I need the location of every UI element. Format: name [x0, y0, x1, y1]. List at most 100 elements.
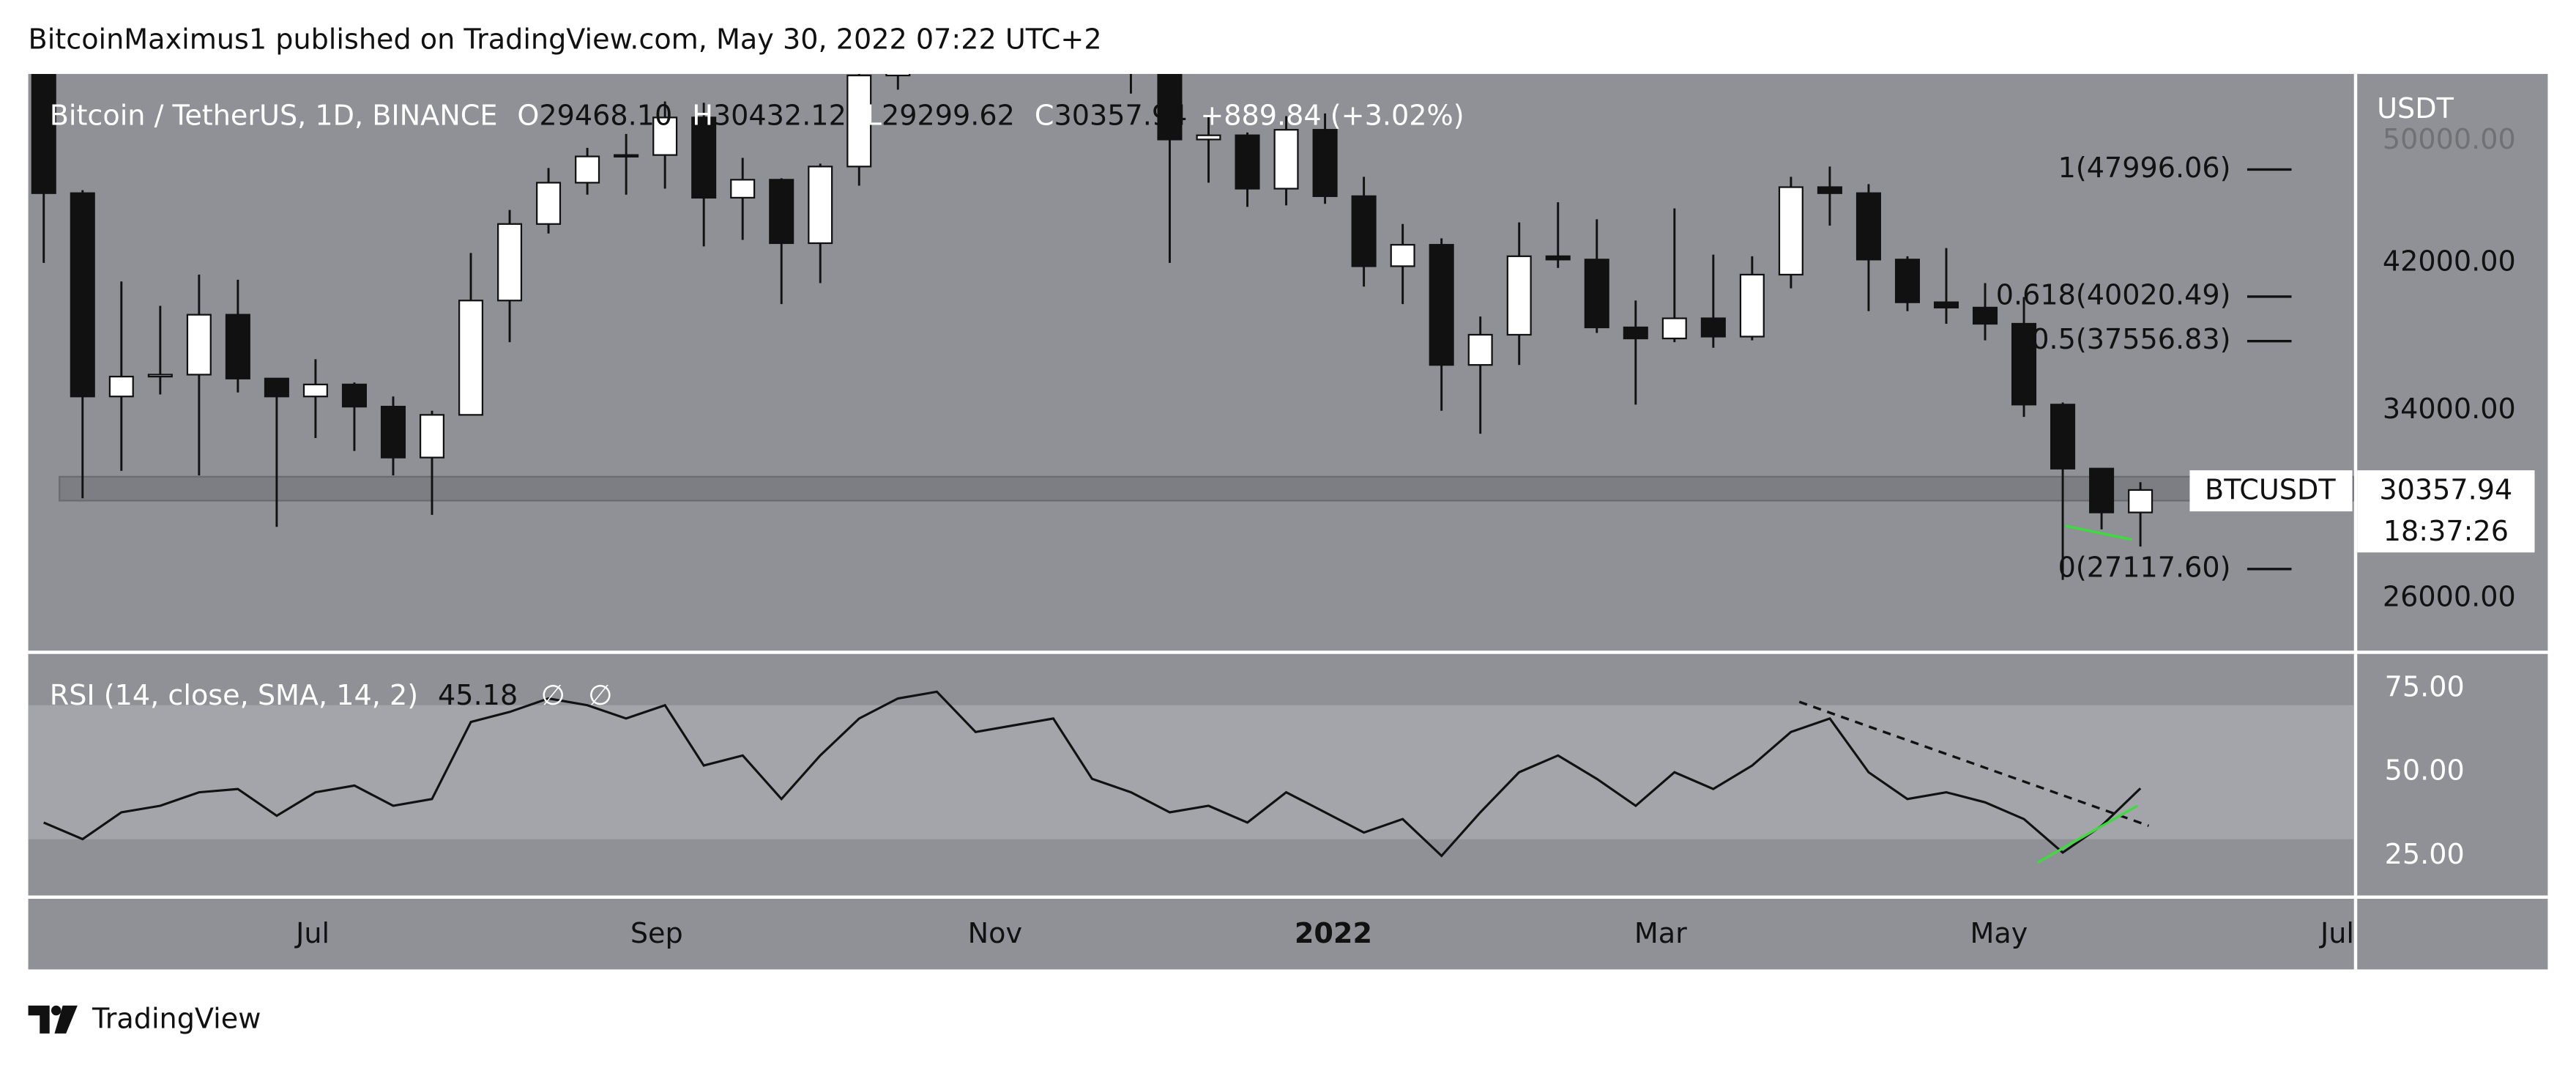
- candle-body: [1312, 129, 1338, 197]
- candle-body: [497, 223, 523, 302]
- candle-body: [575, 155, 600, 184]
- logo-mark: [54, 1005, 78, 1034]
- candle-body: [1273, 129, 1299, 190]
- indicator-extra: ∅: [588, 679, 612, 711]
- overlay: 1(47996.06) 0.618(40020.49) 0.5(37556.83) 0…: [50, 99, 2535, 949]
- rsi-band: [28, 705, 2354, 839]
- trendline: [2065, 524, 2133, 541]
- legend-value: 29299.62: [882, 99, 1015, 131]
- candle-body: [1778, 186, 1803, 276]
- legend-symbol: Bitcoin / TetherUS, 1D, BINANCE: [50, 99, 498, 131]
- rsi-line: [43, 690, 2142, 858]
- fib-label: 1(47996.06): [2058, 152, 2231, 184]
- y-tick-label: 42000.00: [2383, 245, 2516, 277]
- price-box: [2357, 470, 2535, 553]
- logo: [28, 1005, 78, 1034]
- candle-body: [1739, 273, 1765, 338]
- candle-body: [341, 383, 367, 408]
- candle-body: [1661, 317, 1687, 340]
- x-tick-label: Mar: [1634, 917, 1687, 949]
- candle-body: [264, 377, 289, 398]
- candle-body: [70, 192, 95, 398]
- candle-body: [1351, 195, 1377, 267]
- candle-body: [1894, 259, 1920, 303]
- legend-value: 30432.12: [713, 99, 846, 131]
- logo-mark: [28, 1005, 50, 1034]
- candle-body: [225, 314, 250, 379]
- candle-body: [536, 182, 562, 225]
- fib-label: 0.618(40020.49): [1996, 278, 2231, 311]
- candle-body: [419, 414, 445, 459]
- header: BitcoinMaximus1 published on TradingView…: [29, 23, 1102, 56]
- candle-body: [1700, 317, 1726, 338]
- fib-label: 0.5(37556.83): [2031, 323, 2230, 355]
- price-label: 30357.94: [2379, 474, 2512, 506]
- candle-body: [1933, 301, 1959, 309]
- candle-body: [1855, 192, 1881, 261]
- candle-body: [652, 116, 678, 156]
- trendline: [1798, 700, 2150, 827]
- candle-body: [2011, 322, 2037, 406]
- y-unit: USDT: [2377, 92, 2454, 125]
- legend-key: H: [692, 99, 713, 131]
- legend-key: L: [866, 99, 882, 131]
- rsi-pane: [28, 690, 2354, 864]
- candle-body: [380, 405, 406, 459]
- y-tick-label: 34000.00: [2383, 393, 2516, 425]
- candle-body: [691, 116, 717, 199]
- indicator-name: RSI (14, close, SMA, 14, 2): [50, 679, 418, 711]
- candle-body: [1157, 73, 1183, 141]
- candle-body: [1623, 326, 1648, 340]
- candle-body: [2050, 404, 2076, 470]
- legend-change: +889.84 (+3.02%): [1200, 99, 1464, 131]
- candle-body: [1429, 244, 1454, 366]
- candle-body: [1584, 259, 1609, 329]
- x-tick-label: Jul: [294, 917, 330, 949]
- legend-key: C: [1035, 99, 1054, 131]
- candle-body: [885, 73, 911, 77]
- legend-value: 30357.94: [1054, 99, 1187, 131]
- candle-body: [1817, 186, 1842, 194]
- candle-body: [1196, 134, 1221, 141]
- indicator-legend: RSI (14, close, SMA, 14, 2) 45.18 ∅ ∅: [50, 679, 613, 711]
- candle-body: [1506, 255, 1532, 336]
- candle-body: [2089, 467, 2115, 513]
- candle-body: [614, 154, 639, 157]
- candle-body: [302, 383, 328, 398]
- y-tick-label: 25.00: [2385, 838, 2465, 870]
- candle-body: [730, 179, 756, 199]
- candle-body: [1545, 255, 1571, 261]
- countdown: 18:37:26: [2383, 515, 2509, 547]
- candle-body: [31, 73, 56, 194]
- fib-label: 0(27117.60): [2058, 551, 2231, 583]
- candle-body: [186, 314, 212, 376]
- candle-body: [1972, 306, 1998, 325]
- candle-body: [808, 166, 833, 245]
- candle-body: [1467, 333, 1493, 366]
- y-tick-label: 50000.00: [2383, 123, 2516, 155]
- footer-brand: TradingView: [92, 1002, 261, 1034]
- x-tick-label: May: [1970, 917, 2028, 949]
- candle-body: [2128, 489, 2154, 513]
- support-zone: [59, 475, 2354, 502]
- x-tick-label: Sep: [630, 917, 683, 949]
- indicator-value: 45.18: [438, 679, 518, 711]
- y-tick-label: 75.00: [2385, 670, 2465, 702]
- candle-body: [1390, 244, 1415, 267]
- indicator-extra: ∅: [541, 679, 565, 711]
- candle-body: [769, 179, 794, 245]
- symbol-label: BTCUSDT: [2205, 474, 2336, 506]
- trendline: [2037, 804, 2139, 864]
- price-pane: [31, 73, 2354, 580]
- candle-body: [147, 374, 173, 378]
- candle-body: [846, 74, 872, 168]
- x-tick-label: Nov: [968, 917, 1022, 949]
- candle-body: [108, 375, 134, 398]
- x-tick-label: Jul: [2319, 917, 2354, 949]
- legend-value: 29468.10: [539, 99, 672, 131]
- ohlc-legend: Bitcoin / TetherUS, 1D, BINANCE O29468.10…: [50, 99, 1464, 131]
- legend-key: O: [517, 99, 539, 131]
- y-tick-label: 50.00: [2385, 754, 2465, 787]
